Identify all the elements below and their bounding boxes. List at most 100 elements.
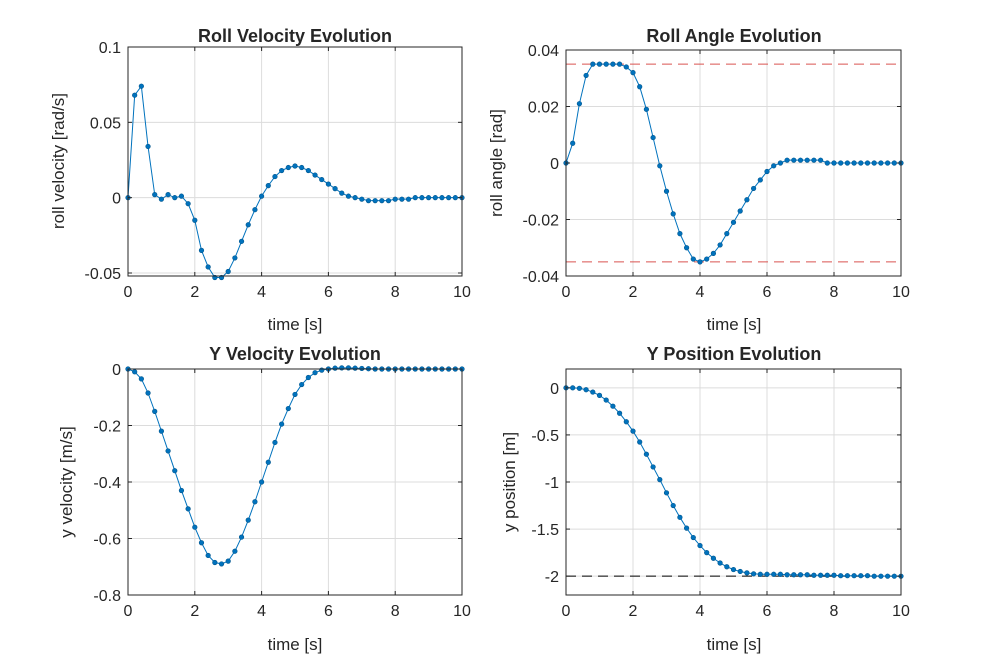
data-point: [576, 101, 583, 107]
plot-area: [128, 47, 462, 276]
data-point: [365, 198, 372, 204]
data-point: [871, 160, 877, 166]
data-point: [299, 381, 305, 388]
data-point: [884, 160, 891, 166]
data-point: [663, 188, 670, 194]
data-point: [610, 61, 616, 67]
data-point: [690, 256, 696, 262]
data-point: [576, 385, 583, 391]
data-point: [259, 479, 265, 485]
x-tick-label: 0: [562, 603, 571, 620]
data-point: [232, 548, 238, 554]
data-point: [332, 365, 338, 371]
data-point: [858, 160, 864, 166]
data-point: [272, 173, 278, 180]
data-point: [198, 247, 205, 253]
chart-title: Roll Velocity Evolution: [198, 26, 392, 46]
data-point: [259, 193, 265, 199]
data-point: [205, 264, 211, 270]
x-axis-label: time [s]: [268, 315, 323, 334]
data-point: [385, 198, 392, 204]
data-point: [192, 217, 198, 223]
data-point: [198, 540, 205, 546]
y-axis-label: y position [m]: [500, 432, 519, 532]
data-point: [152, 192, 158, 198]
x-tick-label: 4: [257, 284, 266, 301]
data-point: [158, 196, 164, 202]
data-point: [583, 387, 589, 393]
data-point: [677, 514, 683, 520]
data-point: [791, 157, 797, 163]
data-point: [359, 365, 365, 372]
data-point: [439, 195, 445, 201]
data-point: [245, 222, 251, 228]
y-axis-label: roll angle [rad]: [487, 109, 506, 217]
x-tick-label: 8: [830, 284, 839, 301]
y-tick-label: 0.1: [99, 40, 121, 57]
data-point: [238, 534, 245, 540]
data-point: [878, 573, 884, 579]
data-point: [205, 552, 211, 559]
data-point: [623, 419, 629, 425]
subplot-y-velocity: Y Velocity Evolution time [s] y velocity…: [57, 344, 471, 654]
data-point: [871, 573, 877, 579]
subplot-roll-velocity: Roll Velocity Evolution time [s] roll ve…: [49, 26, 471, 334]
data-point: [325, 181, 332, 187]
data-point: [737, 568, 743, 575]
data-point: [185, 506, 191, 512]
data-point: [319, 176, 325, 183]
y-axis-label: y velocity [m/s]: [57, 426, 76, 537]
data-point: [312, 370, 318, 376]
data-point: [831, 160, 837, 166]
data-point: [637, 439, 643, 445]
data-point: [426, 195, 432, 201]
data-point: [683, 525, 690, 531]
data-point: [596, 392, 603, 398]
data-point: [272, 439, 278, 446]
data-point: [884, 573, 891, 579]
data-point: [838, 573, 844, 579]
x-tick-label: 8: [391, 284, 400, 301]
data-point: [218, 561, 225, 567]
data-point: [643, 451, 650, 457]
x-tick-label: 0: [124, 284, 133, 301]
data-point: [670, 211, 676, 217]
data-point: [831, 572, 837, 578]
subplot-y-position: Y Position Evolution time [s] y position…: [500, 344, 910, 654]
y-tick-label: -1: [545, 475, 559, 492]
data-point: [185, 201, 191, 207]
data-point: [616, 61, 623, 67]
data-point: [299, 164, 305, 171]
x-tick-label: 6: [763, 603, 772, 620]
data-point: [710, 555, 717, 561]
y-tick-label: 0: [550, 381, 559, 398]
data-point: [178, 193, 185, 199]
data-point: [265, 459, 271, 465]
data-point: [791, 572, 797, 578]
data-point: [724, 564, 730, 570]
data-point: [305, 167, 311, 174]
data-point: [777, 571, 784, 577]
data-point: [623, 64, 629, 70]
data-point: [817, 157, 824, 163]
data-point: [412, 195, 418, 201]
data-point: [838, 160, 844, 166]
x-tick-label: 2: [629, 603, 638, 620]
data-point: [352, 195, 358, 201]
y-tick-label: 0: [112, 191, 121, 208]
data-point: [757, 177, 763, 183]
data-point: [265, 183, 271, 189]
data-point: [811, 157, 817, 163]
data-point: [192, 524, 198, 530]
x-tick-label: 10: [892, 603, 910, 620]
data-point: [446, 195, 452, 201]
data-point: [232, 255, 238, 261]
chart-title: Y Position Evolution: [647, 344, 822, 364]
data-point: [379, 198, 385, 204]
y-tick-label: -0.4: [93, 475, 121, 492]
data-point: [710, 250, 717, 256]
data-point: [670, 502, 676, 509]
data-point: [352, 365, 358, 371]
data-point: [132, 92, 138, 98]
